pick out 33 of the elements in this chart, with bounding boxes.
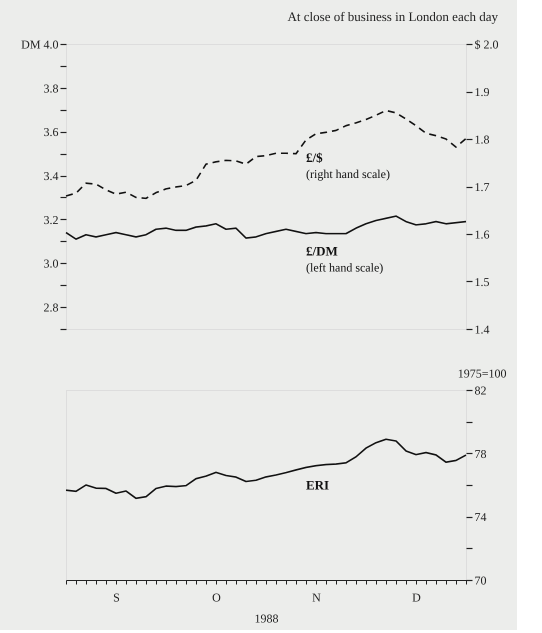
line-series (65, 438, 467, 500)
y2-tick-label: 70 (474, 574, 486, 588)
y-tick-label: 3.4 (44, 169, 58, 184)
x-tick-label: O (212, 590, 222, 604)
annotation: (right hand scale) (306, 166, 390, 181)
x-tick-label: N (312, 590, 322, 604)
y2-tick-label: 1.7 (474, 180, 490, 194)
series-label: £/DM (306, 244, 338, 259)
x-axis-title: 1988 (254, 612, 278, 626)
y2-tick-label: 1.5 (474, 275, 490, 289)
line-series (65, 215, 467, 240)
y2-tick-label: 1.6 (474, 228, 490, 242)
y2-tick-label: 74 (474, 510, 486, 524)
y2-tick-label: 78 (474, 446, 486, 461)
series-label: ERI (306, 477, 330, 492)
y-tick-label: DM 4.0 (21, 38, 58, 52)
annotation: (left hand scale) (306, 260, 384, 275)
y-tick-label: 2.8 (44, 300, 58, 315)
y2-tick-label: 1.8 (474, 132, 490, 146)
line-series (65, 110, 467, 200)
y2-axis-title: 1975=100 (458, 366, 506, 380)
chart-title: At close of business in London each day (288, 9, 498, 24)
series-label: £/$ (306, 150, 324, 165)
x-tick-label: S (113, 590, 120, 604)
y-tick-label: 3.8 (44, 81, 58, 96)
y2-tick-label: 1.9 (474, 85, 490, 99)
y-tick-label: 3.0 (44, 256, 58, 271)
x-tick-label: D (412, 590, 422, 604)
y2-tick-label: 1.4 (474, 322, 490, 336)
y2-tick-label: $ 2.0 (474, 38, 498, 52)
y2-tick-label: 82 (474, 384, 486, 398)
y-tick-label: 3.6 (44, 125, 58, 140)
y-tick-label: 3.2 (44, 212, 58, 227)
